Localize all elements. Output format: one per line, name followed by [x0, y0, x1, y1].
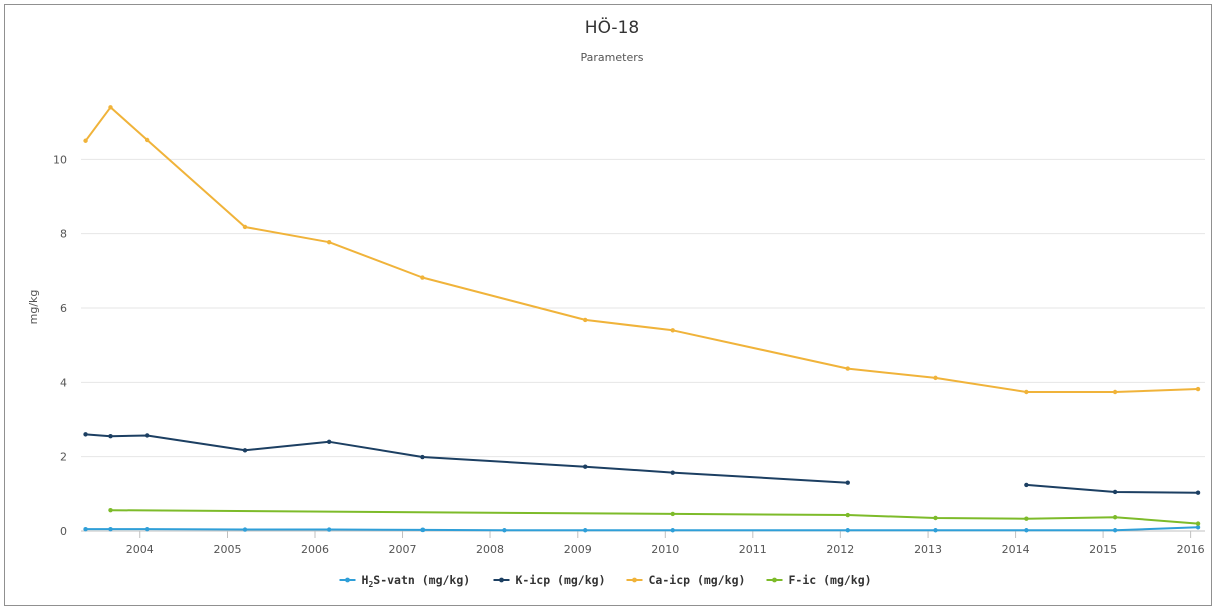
data-point: [845, 512, 850, 518]
data-point: [933, 528, 938, 533]
data-point: [144, 526, 150, 532]
series-line: [85, 433, 848, 484]
data-point: [1195, 490, 1201, 495]
data-point: [670, 528, 675, 533]
x-tick-label: 2014: [1002, 543, 1030, 556]
data-point: [420, 527, 426, 533]
y-axis-title: mg/kg: [27, 290, 40, 325]
series-line: [1026, 483, 1199, 494]
x-tick-label: 2009: [564, 543, 592, 556]
legend-label: Ca-icp (mg/kg): [649, 573, 746, 587]
y-tick-label: 4: [60, 376, 67, 389]
data-point: [108, 105, 113, 110]
x-tick-label: 2010: [651, 543, 679, 556]
data-point: [1195, 521, 1201, 526]
data-point: [670, 511, 675, 517]
chart-title: HÖ-18: [585, 16, 639, 38]
legend-item[interactable]: H2S-vatn (mg/kg): [339, 573, 471, 589]
data-point: [326, 527, 332, 532]
series-line: [84, 106, 1199, 393]
data-point: [144, 433, 150, 438]
y-tick-label: 0: [60, 525, 67, 538]
legend-label: F-ic (mg/kg): [789, 573, 872, 587]
legend-swatch-marker: [772, 577, 777, 583]
data-point: [845, 366, 850, 371]
data-point: [242, 224, 248, 230]
data-point: [1112, 489, 1118, 495]
x-tick-label: 2006: [301, 543, 329, 556]
series-2: [83, 105, 1201, 395]
data-point: [83, 432, 88, 437]
x-tick-label: 2005: [213, 543, 241, 556]
data-point: [1024, 482, 1029, 488]
y-tick-label: 2: [60, 451, 67, 464]
x-tick-label: 2004: [126, 543, 154, 556]
data-point: [1195, 386, 1201, 392]
data-point: [1112, 389, 1118, 395]
data-point: [1024, 389, 1029, 395]
y-tick-label: 10: [53, 153, 67, 166]
legend-item[interactable]: Ca-icp (mg/kg): [626, 573, 746, 587]
data-point: [108, 526, 113, 532]
data-point: [83, 526, 88, 532]
data-point: [326, 439, 332, 444]
chart-container: HÖ-18 Parameters mg/kg 0 2 4 6 8 10 2004 2005 20…: [4, 4, 1212, 606]
legend-item[interactable]: K-icp (mg/kg): [493, 573, 606, 587]
series-line: [110, 509, 1199, 525]
legend-swatch-marker: [499, 577, 504, 583]
data-point: [670, 470, 675, 475]
data-point: [144, 137, 150, 143]
data-point: [1024, 528, 1029, 533]
x-tick-label: 2013: [914, 543, 942, 556]
series-0: [83, 525, 1201, 533]
data-point: [670, 328, 675, 333]
legend-swatch-marker: [345, 577, 350, 583]
data-point: [583, 464, 588, 469]
data-point: [933, 375, 938, 381]
x-tick-label: 2012: [826, 543, 854, 556]
x-tick-label: 2011: [739, 543, 767, 556]
data-point: [420, 454, 425, 460]
x-tick-label: 2008: [476, 543, 504, 556]
data-point: [1112, 515, 1118, 520]
data-point: [845, 528, 850, 533]
legend-swatch-marker: [632, 577, 637, 583]
x-tick-label: 2007: [389, 543, 417, 556]
data-point: [242, 448, 248, 453]
data-point: [83, 138, 88, 143]
data-point: [326, 240, 332, 245]
data-point: [108, 434, 113, 439]
data-point: [583, 317, 588, 323]
legend-label: H2S-vatn (mg/kg): [362, 573, 471, 589]
series-3: [108, 507, 1201, 526]
y-tick-label: 8: [60, 228, 67, 241]
series-group: [83, 105, 1201, 533]
data-point: [108, 507, 113, 513]
data-point: [845, 480, 850, 485]
data-point: [1024, 516, 1029, 521]
data-point: [1112, 528, 1118, 533]
grid-lines: [81, 158, 1205, 532]
legend-label: K-icp (mg/kg): [516, 573, 606, 587]
x-tick-label: 2015: [1089, 543, 1117, 556]
chart-subtitle: Parameters: [581, 51, 644, 64]
y-tick-label: 6: [60, 302, 67, 315]
data-point: [242, 527, 248, 532]
axes: 0 2 4 6 8 10 2004 2005 2006 2007 2008 2009 2010 2011 2…: [53, 153, 1205, 556]
data-point: [933, 515, 938, 521]
data-point: [1195, 525, 1201, 530]
data-point: [420, 275, 425, 280]
data-point: [583, 528, 588, 533]
line-chart: HÖ-18 Parameters mg/kg 0 2 4 6 8 10 2004 2005 20…: [27, 16, 1205, 589]
x-tick-label: 2016: [1177, 543, 1205, 556]
data-point: [502, 528, 507, 533]
series-1: [83, 432, 1201, 495]
series-line: [85, 526, 1199, 532]
legend[interactable]: H2S-vatn (mg/kg) K-icp (mg/kg) Ca-icp (mg/…: [339, 573, 872, 589]
legend-item[interactable]: F-ic (mg/kg): [766, 573, 872, 587]
